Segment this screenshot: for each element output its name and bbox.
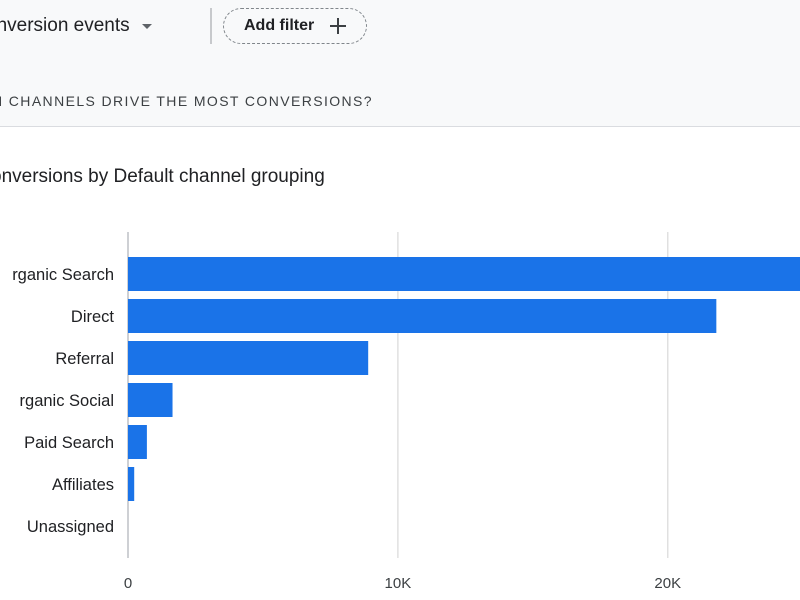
caret-down-icon	[141, 23, 152, 29]
bar-4	[128, 383, 173, 417]
x-tick-label: 20K	[654, 575, 681, 592]
category-label: Referral	[55, 350, 114, 368]
category-label: Direct	[71, 308, 115, 326]
x-tick-label: 10K	[385, 575, 412, 592]
category-label: rganic Search	[12, 266, 114, 284]
category-label: Unassigned	[27, 518, 114, 536]
category-label: Paid Search	[24, 434, 114, 452]
chart-title: onversions by Default channel grouping	[0, 166, 325, 187]
bar-6	[128, 467, 135, 501]
conversion-events-dropdown[interactable]: onversion events	[0, 10, 152, 42]
toolbar-divider	[210, 8, 212, 44]
filter-bar: onversion events Add filter H CHANNELS D…	[0, 0, 800, 127]
category-label: rganic Social	[20, 392, 114, 410]
bar-5	[128, 425, 147, 459]
x-tick-label: 0	[124, 575, 132, 592]
add-filter-label: Add filter	[244, 17, 315, 34]
bar-1	[128, 257, 800, 291]
conversion-events-label: onversion events	[0, 15, 130, 36]
add-filter-button[interactable]: Add filter	[223, 8, 367, 44]
section-question-heading: H CHANNELS DRIVE THE MOST CONVERSIONS?	[0, 93, 373, 109]
plus-icon	[330, 18, 346, 34]
category-label: Affiliates	[52, 476, 114, 494]
bar-3	[128, 341, 369, 375]
bar-2	[128, 299, 717, 333]
